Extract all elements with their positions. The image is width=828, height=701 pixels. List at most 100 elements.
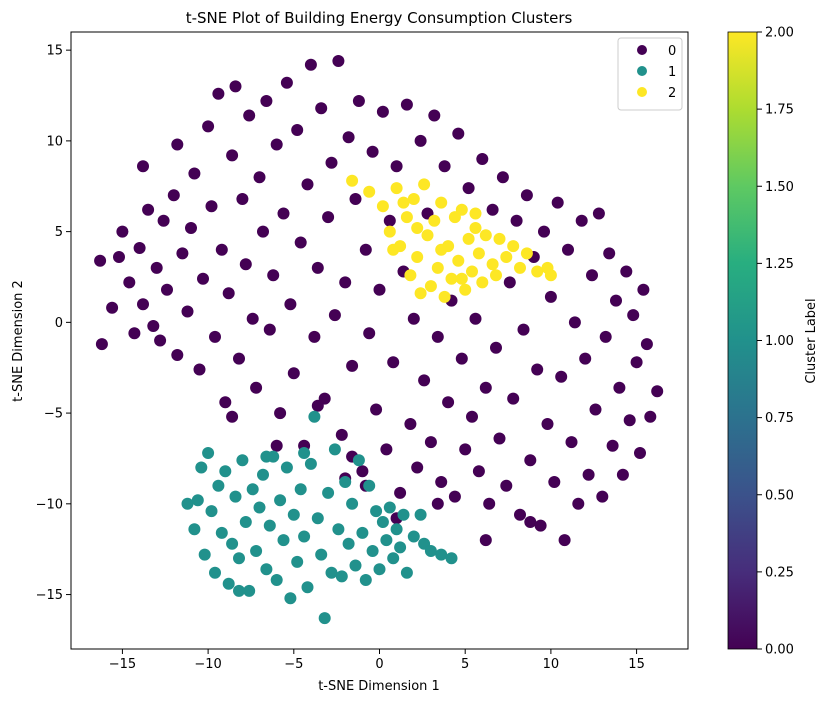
colorbar: 0.00 0.25 0.50 0.75 1.00 1.25 1.50 1.75 2.00 Clu… — [727, 26, 819, 658]
data-point-cluster-0 — [150, 261, 163, 274]
colorbar-tick-label: 0.50 — [765, 488, 794, 503]
data-point-cluster-1 — [209, 566, 221, 579]
legend-box — [617, 37, 683, 111]
data-point-cluster-1 — [380, 534, 393, 547]
data-point-cluster-2 — [455, 203, 468, 216]
data-point-cluster-0 — [493, 432, 506, 445]
data-point-cluster-0 — [634, 447, 646, 459]
data-point-cluster-2 — [411, 251, 424, 263]
data-point-cluster-0 — [349, 193, 362, 205]
x-tick-label: 5 — [461, 657, 469, 672]
data-point-cluster-0 — [142, 203, 155, 216]
data-point-cluster-0 — [257, 225, 269, 238]
data-point-cluster-2 — [459, 283, 472, 296]
data-point-cluster-0 — [562, 243, 574, 256]
data-point-cluster-1 — [195, 461, 208, 474]
data-point-cluster-2 — [472, 247, 485, 260]
data-point-cluster-0 — [274, 407, 287, 420]
data-point-cluster-1 — [233, 584, 245, 597]
data-point-cluster-2 — [376, 200, 389, 213]
data-point-cluster-0 — [572, 497, 585, 510]
data-point-cluster-1 — [349, 559, 362, 572]
data-point-cluster-0 — [202, 120, 215, 133]
data-point-cluster-0 — [520, 189, 533, 202]
data-point-cluster-2 — [469, 207, 482, 220]
data-point-cluster-2 — [387, 243, 400, 256]
data-point-cluster-0 — [637, 283, 650, 296]
data-point-cluster-0 — [233, 352, 245, 365]
x-tick-label: 15 — [628, 657, 645, 672]
colorbar-tick-label: 0.75 — [765, 411, 794, 426]
data-point-cluster-0 — [346, 359, 359, 372]
y-tick-label: 15 — [46, 44, 63, 59]
data-point-cluster-2 — [346, 174, 359, 187]
data-point-cluster-1 — [229, 490, 242, 503]
data-point-cluster-0 — [524, 454, 537, 467]
data-point-cluster-1 — [284, 592, 297, 605]
data-point-cluster-0 — [627, 309, 640, 322]
data-point-cluster-2 — [404, 269, 417, 282]
data-point-cluster-0 — [555, 370, 568, 383]
data-point-cluster-1 — [215, 526, 228, 539]
data-point-cluster-0 — [620, 265, 633, 278]
data-point-cluster-1 — [397, 508, 410, 521]
data-point-cluster-1 — [277, 534, 290, 547]
data-point-cluster-0 — [226, 410, 239, 423]
data-point-cluster-1 — [304, 457, 317, 470]
data-point-cluster-0 — [524, 516, 537, 528]
data-point-cluster-0 — [260, 95, 273, 107]
colorbar-tick-label: 1.50 — [765, 180, 794, 195]
data-point-cluster-0 — [263, 323, 276, 336]
data-point-cluster-0 — [616, 468, 629, 481]
x-tick-label: 0 — [375, 657, 383, 672]
data-point-cluster-2 — [438, 290, 451, 303]
data-point-cluster-0 — [219, 396, 232, 409]
data-point-cluster-0 — [390, 160, 403, 173]
data-point-cluster-0 — [630, 356, 643, 369]
data-point-cluster-0 — [284, 298, 297, 311]
data-point-cluster-1 — [205, 505, 218, 518]
data-point-cluster-1 — [222, 577, 235, 590]
data-point-cluster-0 — [534, 519, 547, 532]
data-point-cluster-2 — [544, 269, 557, 282]
data-point-cluster-0 — [651, 385, 664, 398]
data-point-cluster-0 — [428, 109, 441, 122]
data-point-cluster-0 — [128, 327, 141, 340]
data-point-cluster-0 — [472, 465, 485, 478]
colorbar-tick-label: 1.00 — [765, 334, 794, 349]
data-point-cluster-1 — [373, 563, 386, 576]
data-point-cluster-0 — [311, 399, 324, 412]
data-point-cluster-1 — [356, 526, 369, 539]
data-point-cluster-0 — [193, 363, 206, 376]
data-point-cluster-0 — [613, 381, 626, 394]
data-point-cluster-0 — [462, 182, 475, 195]
data-point-cluster-1 — [202, 447, 215, 459]
data-point-cluster-0 — [486, 203, 499, 216]
colorbar-tick-label: 1.25 — [765, 257, 794, 272]
data-point-cluster-0 — [308, 330, 321, 343]
data-point-cluster-2 — [397, 196, 410, 209]
data-point-cluster-0 — [280, 76, 293, 89]
data-point-cluster-0 — [236, 193, 249, 205]
data-point-cluster-1 — [246, 483, 259, 496]
data-point-cluster-0 — [548, 476, 561, 488]
data-point-cluster-0 — [407, 312, 420, 325]
legend-marker-1 — [637, 66, 647, 76]
data-point-cluster-0 — [157, 214, 170, 227]
data-point-cluster-0 — [424, 436, 437, 449]
data-point-cluster-0 — [356, 465, 369, 478]
data-point-cluster-0 — [644, 410, 657, 423]
data-point-cluster-0 — [541, 418, 554, 430]
data-point-cluster-0 — [185, 222, 197, 234]
y-tick-label: 10 — [46, 134, 63, 149]
data-point-cluster-1 — [301, 581, 314, 594]
data-point-cluster-0 — [222, 287, 235, 300]
data-point-cluster-1 — [435, 548, 448, 561]
data-point-cluster-0 — [551, 196, 564, 209]
data-point-cluster-1 — [294, 483, 307, 496]
data-point-cluster-0 — [431, 330, 444, 343]
data-point-cluster-1 — [400, 566, 413, 579]
data-point-cluster-0 — [294, 236, 307, 249]
data-point-cluster-0 — [277, 207, 290, 220]
legend-label-0: 0 — [668, 44, 676, 59]
